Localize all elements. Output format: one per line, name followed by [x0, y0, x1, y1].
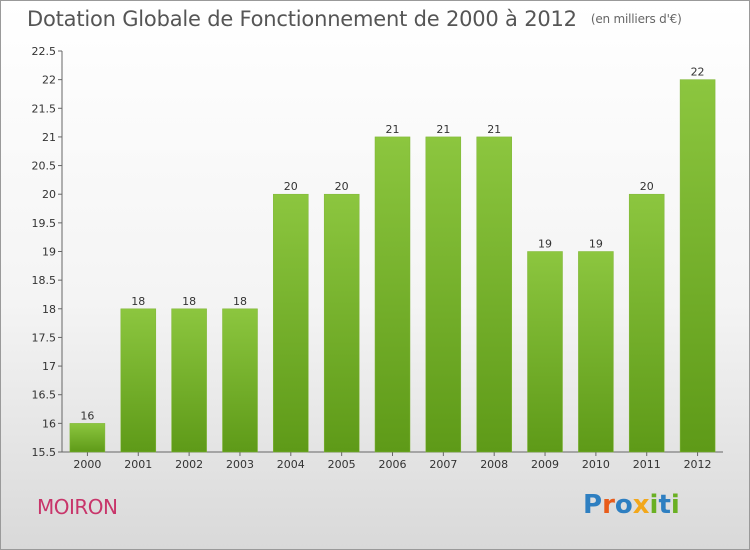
- location-name: MOIRON: [37, 495, 118, 519]
- data-label-2009: 19: [538, 238, 552, 251]
- y-tick-label: 16: [42, 417, 56, 430]
- y-tick-label: 22.5: [32, 45, 57, 58]
- bar-2004: [273, 193, 309, 453]
- x-tick-label-2011: 2011: [633, 458, 661, 471]
- logo-letter: o: [614, 490, 633, 520]
- y-tick-label: 21: [42, 131, 56, 144]
- data-label-2004: 20: [284, 180, 298, 193]
- x-tick-label-2009: 2009: [531, 458, 559, 471]
- bar-2000: [69, 423, 106, 453]
- chart-title-text: Dotation Globale de Fonctionnement de 20…: [27, 7, 577, 31]
- data-label-2005: 20: [335, 180, 349, 193]
- logo-letter: r: [602, 490, 615, 520]
- bar-2012: [679, 79, 716, 453]
- y-tick-label: 19.5: [32, 217, 57, 230]
- x-tick-label-2006: 2006: [379, 458, 407, 471]
- logo-letter: t: [658, 490, 671, 520]
- y-tick-label: 20: [42, 188, 56, 201]
- x-tick-label-2002: 2002: [175, 458, 203, 471]
- data-label-2002: 18: [182, 295, 196, 308]
- bar-2002: [171, 308, 207, 453]
- y-tick-label: 20.5: [32, 160, 57, 173]
- data-label-2001: 18: [131, 295, 145, 308]
- chart-title: Dotation Globale de Fonctionnement de 20…: [27, 7, 682, 31]
- data-label-2012: 22: [691, 66, 705, 79]
- x-tick-label-2004: 2004: [277, 458, 305, 471]
- data-label-2000: 16: [80, 409, 94, 422]
- y-tick-label: 18.5: [32, 274, 57, 287]
- y-tick-label: 21.5: [32, 102, 57, 115]
- bar-2008: [476, 136, 512, 453]
- bar-2007: [425, 136, 462, 453]
- bar-2001: [120, 308, 157, 453]
- x-tick-label-2000: 2000: [73, 458, 101, 471]
- y-tick-label: 22: [42, 74, 56, 87]
- axes: 15.5 16 16.5 17 17.5 18 18.5 19 19.5 20 20.5 21 21.5…: [32, 45, 723, 471]
- x-tick-label-2003: 2003: [226, 458, 254, 471]
- data-label-2010: 19: [589, 238, 603, 251]
- data-label-2011: 20: [640, 180, 654, 193]
- y-tick-label: 19: [42, 246, 56, 259]
- logo-letter: x: [632, 490, 650, 520]
- data-label-2003: 18: [233, 295, 247, 308]
- bar-2011: [628, 193, 665, 453]
- bars: [69, 79, 716, 453]
- chart-unit: (en milliers d'€): [590, 12, 682, 26]
- proxiti-logo: Proxiti: [583, 490, 680, 520]
- logo-letter: i: [670, 490, 680, 520]
- bar-2009: [527, 251, 563, 453]
- data-label-2007: 21: [436, 123, 450, 136]
- bar-2006: [374, 136, 411, 453]
- logo-letter: i: [649, 490, 659, 520]
- x-tick-label-2010: 2010: [582, 458, 610, 471]
- bar-2003: [222, 308, 258, 453]
- data-label-2006: 21: [386, 123, 400, 136]
- x-tick-label-2012: 2012: [684, 458, 712, 471]
- x-tick-label-2005: 2005: [328, 458, 356, 471]
- x-tick-label-2007: 2007: [429, 458, 457, 471]
- y-tick-label: 17.5: [32, 331, 57, 344]
- logo-letter: P: [583, 490, 603, 520]
- y-tick-label: 18: [42, 303, 56, 316]
- x-tick-label-2008: 2008: [480, 458, 508, 471]
- y-tick-label: 16.5: [32, 389, 57, 402]
- bar-2005: [323, 193, 360, 453]
- x-tick-label-2001: 2001: [124, 458, 152, 471]
- labels: 16 18 18 18 20 20 21 21 21 19 19 20 22: [80, 66, 704, 423]
- y-tick-label: 15.5: [32, 446, 57, 459]
- bar-2010: [578, 251, 614, 453]
- data-label-2008: 21: [487, 123, 501, 136]
- y-tick-label: 17: [42, 360, 56, 373]
